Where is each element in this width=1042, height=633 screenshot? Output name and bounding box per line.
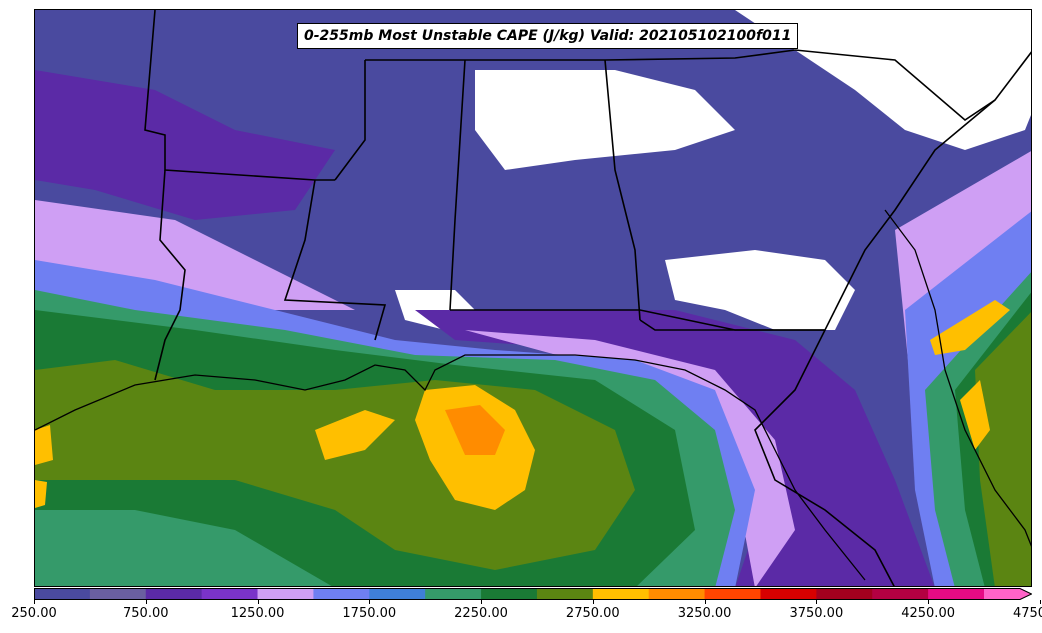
nodata-region-tn	[475, 70, 735, 170]
colorbar-segment	[257, 588, 314, 600]
nodata-region-ga	[665, 250, 855, 330]
colorbar-segment	[592, 588, 650, 600]
colorbar-tick	[704, 600, 706, 604]
colorbar-tick-label: 2250.00	[454, 606, 508, 621]
field-yellow-west2	[35, 480, 47, 508]
cape-map	[35, 10, 1031, 586]
colorbar	[34, 588, 1032, 600]
state-boundaries	[144, 10, 1031, 586]
colorbar-tick-label: 4750.00	[1012, 606, 1042, 621]
colorbar-segment	[928, 588, 985, 600]
colorbar-segment	[760, 588, 817, 600]
colorbar-tick	[369, 600, 371, 604]
colorbar-tick-label: 1250.00	[230, 606, 285, 621]
colorbar-segment	[984, 588, 1032, 600]
coastline	[35, 209, 1031, 581]
colorbar-segment	[704, 588, 761, 600]
colorbar-tick	[34, 600, 35, 604]
nodata-region-north	[185, 10, 1031, 150]
colorbar-tick-label: 750.00	[123, 606, 169, 621]
colorbar-tick	[928, 600, 930, 604]
field-yellow-east	[930, 300, 1010, 355]
field-yellow-band	[315, 410, 395, 460]
colorbar-tick	[1039, 600, 1041, 604]
colorbar-tick-label: 3250.00	[677, 606, 732, 621]
colorbar-segment	[145, 588, 203, 600]
map-panel: 0-255mb Most Unstable CAPE (J/kg) Valid:…	[34, 9, 1032, 587]
colorbar-outline	[34, 588, 1032, 600]
colorbar-segment	[201, 588, 259, 600]
colorbar-segment	[34, 588, 91, 600]
colorbar-segment	[425, 588, 482, 600]
colorbar-segment	[536, 588, 594, 600]
colorbar-segment	[369, 588, 426, 600]
colorbar-segment	[816, 588, 873, 600]
field-light-purple	[35, 200, 355, 310]
field-purple	[35, 70, 335, 220]
colorbar-tick-label: 2750.00	[565, 606, 620, 621]
colorbar-tick	[592, 600, 594, 604]
colorbar-tick	[145, 600, 147, 604]
colorbar-tick	[257, 600, 259, 604]
field-yellow-west	[35, 425, 53, 465]
field-purple-south	[415, 310, 935, 586]
colorbar-tick	[481, 600, 483, 604]
field-yellow-east2	[960, 380, 990, 450]
colorbar-tick-label: 1750.00	[342, 606, 397, 621]
colorbar-tick	[816, 600, 818, 604]
colorbar-segment	[89, 588, 147, 600]
colorbar-segment	[313, 588, 370, 600]
colorbar-segment	[481, 588, 538, 600]
field-orange-core	[445, 405, 505, 455]
colorbar-tick-label: 3750.00	[789, 606, 844, 621]
colorbar-tick-label: 250.00	[11, 606, 57, 621]
colorbar-segment	[648, 588, 706, 600]
field-olive-east	[975, 312, 1031, 586]
map-title: 0-255mb Most Unstable CAPE (J/kg) Valid:…	[297, 23, 799, 49]
colorbar-tick-label: 4250.00	[901, 606, 955, 621]
colorbar-segment	[872, 588, 929, 600]
